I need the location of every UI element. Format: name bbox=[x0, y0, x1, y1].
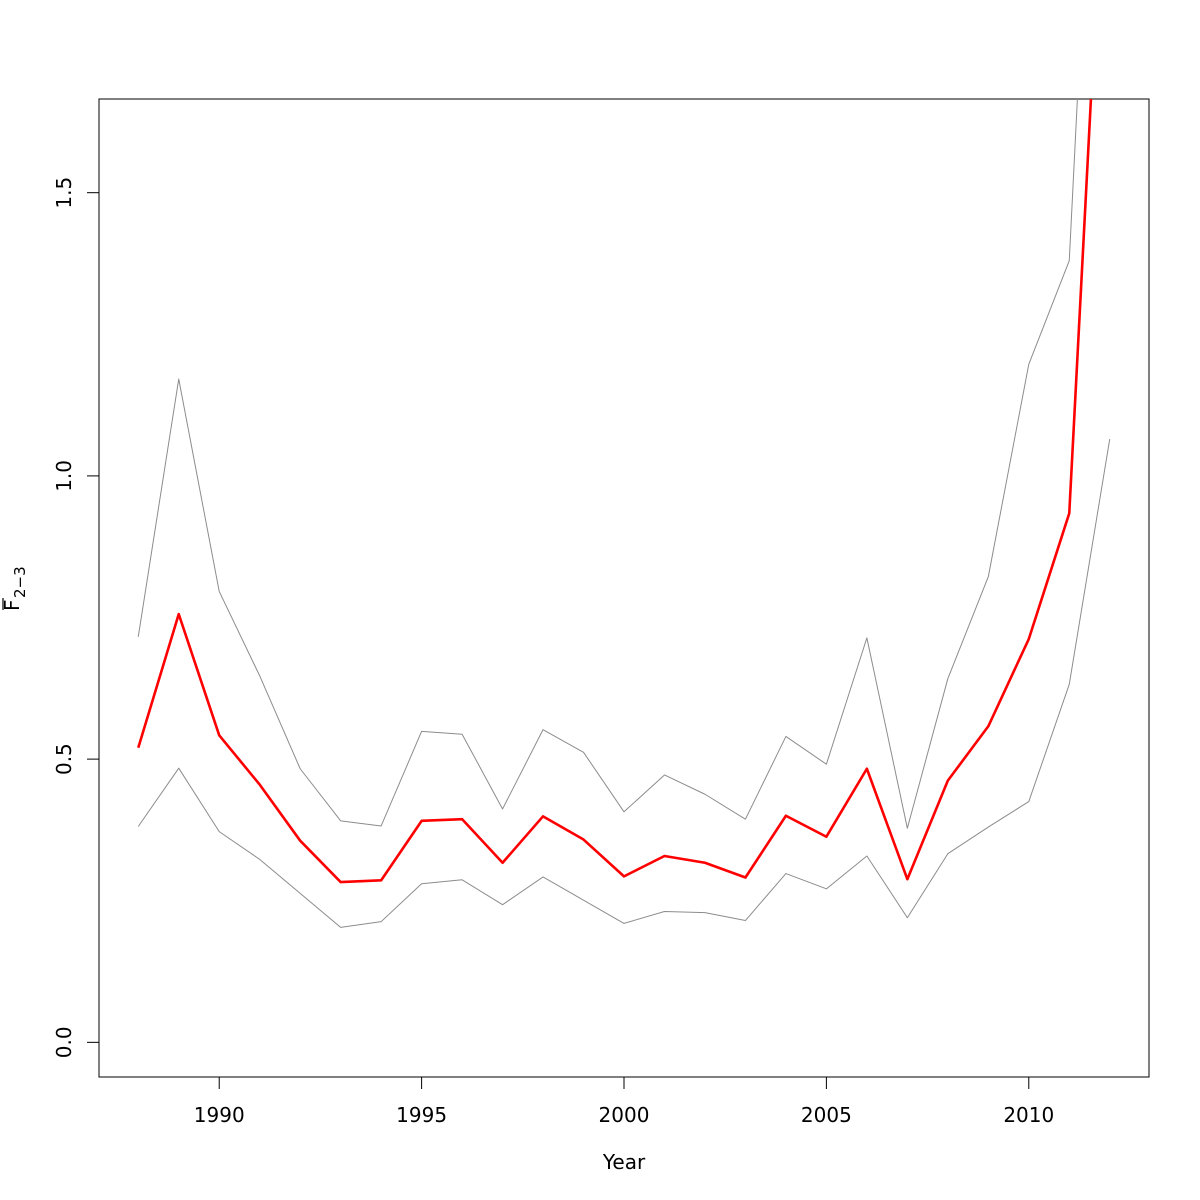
y-tick-label: 0.5 bbox=[52, 743, 76, 775]
x-axis-title: Year bbox=[602, 1150, 646, 1174]
series-layer bbox=[137, 99, 1111, 928]
y-tick-label: 0.0 bbox=[52, 1026, 76, 1058]
y-axis-title: F 2−3 bbox=[0, 566, 29, 611]
x-tick-label: 1990 bbox=[194, 1103, 245, 1127]
y-axis: 0.0 0.5 1.0 1.5 bbox=[52, 177, 100, 1058]
estimate-line bbox=[137, 99, 1093, 884]
upper-bound-line bbox=[137, 99, 1078, 829]
y-axis-title-main: F bbox=[0, 599, 24, 611]
y-tick-label: 1.0 bbox=[52, 460, 76, 492]
x-tick-label: 1995 bbox=[396, 1103, 447, 1127]
x-tick-label: 2000 bbox=[599, 1103, 650, 1127]
y-tick-label: 1.5 bbox=[52, 177, 76, 209]
x-axis: 1990 1995 2000 2005 2010 bbox=[194, 1076, 1054, 1127]
x-tick-label: 2005 bbox=[801, 1103, 852, 1127]
y-axis-title-subscript: 2−3 bbox=[11, 566, 29, 598]
plot-frame bbox=[98, 98, 1150, 1078]
lower-bound-line bbox=[137, 439, 1111, 928]
x-tick-label: 2010 bbox=[1003, 1103, 1054, 1127]
